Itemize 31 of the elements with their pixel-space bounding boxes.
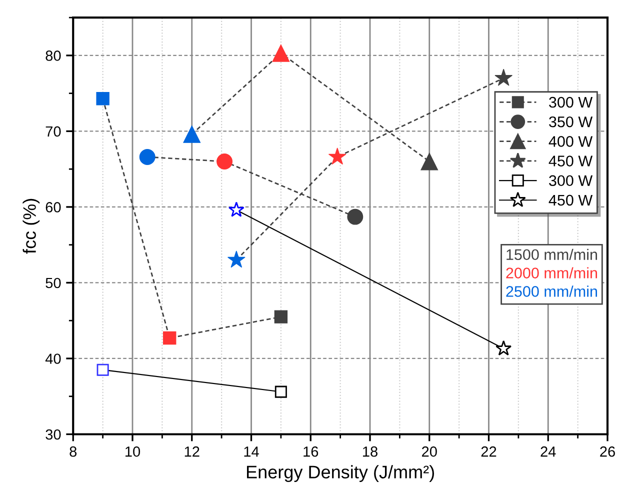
annotation: 1500 mm/min bbox=[506, 248, 598, 260]
y-tick-label: 50 bbox=[46, 278, 61, 288]
y-tick-label: 70 bbox=[46, 126, 61, 137]
x-tick-label: 26 bbox=[600, 446, 615, 457]
x-tick-label: 18 bbox=[363, 446, 378, 457]
x-tick-label: 8 bbox=[70, 446, 77, 457]
legend-label: 350 W bbox=[549, 116, 593, 128]
x-axis-title: Energy Density (J/mm²) bbox=[246, 465, 434, 482]
y-axis-title: fcc (%) bbox=[22, 198, 40, 254]
annotation: 2500 mm/min bbox=[506, 286, 598, 297]
legend-label: 300 W bbox=[549, 96, 593, 108]
legend-label: 300 W bbox=[549, 175, 593, 186]
annotation: 2000 mm/min bbox=[506, 267, 598, 278]
y-tick-label: 60 bbox=[46, 202, 61, 212]
x-tick-label: 22 bbox=[481, 446, 496, 457]
x-tick-label: 16 bbox=[304, 446, 318, 457]
y-tick-label: 40 bbox=[45, 354, 61, 364]
y-tick-label: 30 bbox=[46, 429, 61, 440]
x-tick-label: 12 bbox=[184, 446, 200, 457]
x-tick-label: 14 bbox=[244, 446, 259, 457]
point bbox=[274, 386, 287, 398]
point bbox=[496, 340, 512, 356]
y-tick-label: 80 bbox=[46, 50, 61, 61]
x-tick-label: 24 bbox=[540, 446, 556, 457]
point bbox=[228, 202, 244, 217]
x-tick-label: 10 bbox=[126, 446, 140, 457]
x-tick-label: 20 bbox=[422, 446, 437, 457]
legend-label: 450 W bbox=[548, 156, 593, 166]
point bbox=[96, 364, 109, 376]
legend-label: 400 W bbox=[548, 136, 593, 147]
legend-label: 450 W bbox=[548, 194, 593, 206]
